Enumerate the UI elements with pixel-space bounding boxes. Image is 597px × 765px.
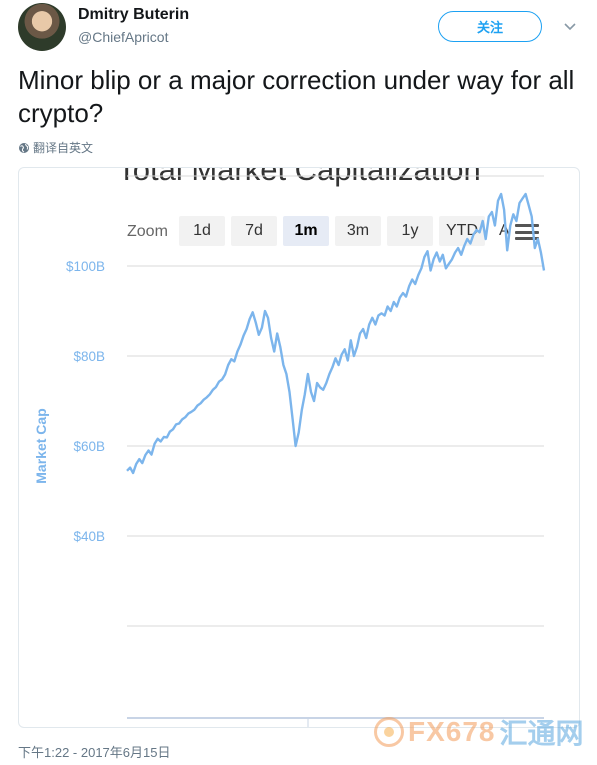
zoom-7d-button[interactable]: 7d — [231, 216, 277, 246]
watermark-brand: FX678 — [408, 716, 496, 747]
translate-label: 翻译自英文 — [33, 141, 94, 155]
user-handle[interactable]: @ChiefApricot — [78, 29, 169, 45]
watermark-brand-cn: 汇通网 — [499, 718, 584, 749]
display-name[interactable]: Dmitry Buterin — [78, 6, 190, 23]
hamburger-menu-icon[interactable] — [515, 224, 539, 240]
y-tick-label: $100B — [66, 259, 105, 274]
line-chart: $40B $60B $80B $100B Market Cap — [33, 175, 546, 727]
watermark: FX678 汇通网 — [374, 712, 584, 752]
zoom-1y-button[interactable]: 1y — [387, 216, 433, 246]
tweet-text: Minor blip or a major correction under w… — [18, 65, 575, 128]
zoom-1d-button[interactable]: 1d — [179, 216, 225, 246]
y-tick-label: $60B — [73, 439, 105, 454]
fx678-logo-icon — [374, 717, 404, 747]
zoom-1m-button[interactable]: 1m — [283, 216, 329, 246]
chart-card[interactable]: Total Market Capitalization Zoom 1d 7d 1… — [18, 167, 580, 728]
globe-icon — [19, 142, 29, 153]
y-tick-label: $80B — [73, 349, 105, 364]
chevron-down-icon[interactable] — [562, 18, 578, 34]
zoom-label: Zoom — [127, 223, 168, 240]
timestamp: 下午1:22 - 2017年6月15日 — [18, 745, 171, 760]
zoom-3m-button[interactable]: 3m — [335, 216, 381, 246]
y-axis-title: Market Cap — [33, 408, 49, 483]
follow-button[interactable]: 关注 — [438, 11, 542, 42]
chart-title: Total Market Capitalization — [117, 167, 481, 187]
market-cap-series-line[interactable] — [126, 192, 546, 475]
translate-link[interactable]: 翻译自英文 — [18, 139, 93, 156]
avatar[interactable] — [18, 3, 66, 51]
y-tick-label: $40B — [73, 529, 105, 544]
